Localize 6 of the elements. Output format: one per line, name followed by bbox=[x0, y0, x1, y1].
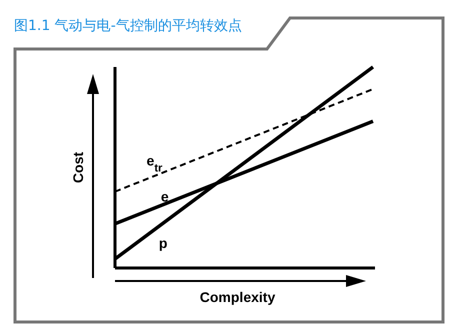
series-label: e bbox=[160, 188, 169, 205]
chart-title: 图1.1 气动与电-气控制的平均转效点 bbox=[14, 18, 242, 34]
series-label: e$_{tr}$ bbox=[146, 152, 164, 174]
y-axis-title: Cost bbox=[70, 152, 86, 184]
x-axis-title: Complexity bbox=[200, 289, 276, 305]
series-label: p bbox=[158, 235, 168, 252]
